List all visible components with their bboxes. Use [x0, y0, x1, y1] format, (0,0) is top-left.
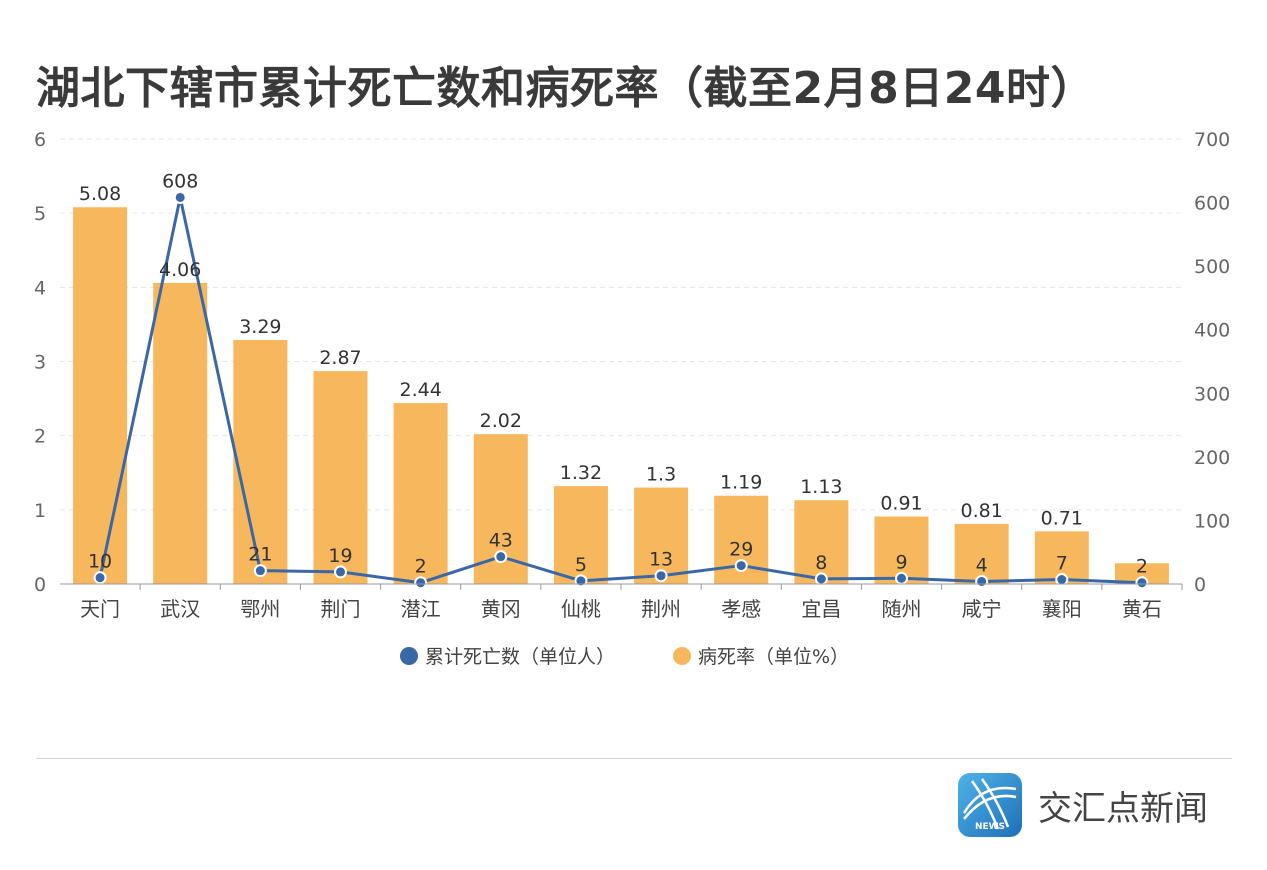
- x-axis-label: 黄石: [1122, 597, 1162, 621]
- x-axis: 天门 武汉 鄂州 荆门 潜江 黄冈 仙桃 荆州 孝感 宜昌 随州 咸宁 襄阳 黄石: [60, 583, 1183, 621]
- bar-value-label: 1.3: [646, 464, 676, 486]
- right-axis-tick: 500: [1194, 256, 1230, 278]
- right-axis-tick: 700: [1194, 129, 1230, 151]
- x-axis-label: 襄阳: [1042, 597, 1082, 621]
- line-path: [98, 195, 1142, 585]
- line-value-label: 608: [162, 170, 198, 192]
- chart-title: 湖北下辖市累计死亡数和病死率（截至2月8日24时）: [36, 63, 1095, 114]
- left-axis-tick: 5: [34, 203, 46, 225]
- bar-value-label: 0.71: [1041, 507, 1083, 529]
- x-axis-label: 随州: [882, 597, 922, 621]
- right-axis-tick: 300: [1194, 383, 1230, 405]
- bar-value-label: 1.32: [560, 462, 602, 484]
- bar-仙桃: [553, 486, 608, 584]
- line-point-随州: [895, 571, 908, 585]
- x-axis-label: 宜昌: [801, 597, 841, 621]
- left-axis-tick: 1: [34, 500, 46, 522]
- bar-value-label: 0.91: [880, 493, 922, 515]
- left-axis-tick: 3: [34, 352, 46, 374]
- line-point-黄冈: [494, 550, 508, 564]
- line-point-黄石: [1135, 576, 1149, 590]
- line-value-label: 2: [415, 556, 427, 578]
- x-axis-label: 潜江: [401, 597, 441, 621]
- line-value-label: 19: [328, 545, 352, 567]
- x-axis-label: 武汉: [160, 597, 200, 621]
- brand-name: 交汇点新闻: [1038, 788, 1208, 829]
- line-point-武汉: [173, 190, 187, 204]
- line-point-天门: [93, 571, 107, 585]
- bar-黄石: [1114, 563, 1169, 584]
- line-value-label: 29: [729, 539, 753, 561]
- right-axis-tick: 100: [1194, 510, 1230, 532]
- left-axis-tick: 0: [34, 574, 46, 596]
- line-value-label: 10: [88, 551, 112, 573]
- x-axis-label: 咸宁: [962, 597, 1002, 621]
- bar-value-label: 3.29: [239, 316, 281, 338]
- legend: 累计死亡数（单位人） 病死率（单位%）: [400, 646, 849, 668]
- data-labels: 5.08 4.06 3.29 2.87 2.44 2.02 1.32 1.3 1.19 1.13 0…: [79, 170, 1148, 577]
- right-axis-tick: 600: [1194, 193, 1230, 215]
- line-point-荆门: [334, 565, 347, 579]
- line-value-label: 43: [489, 530, 513, 552]
- left-axis: 0 1 2 3 4 5 6: [34, 129, 46, 596]
- x-axis-label: 荆门: [321, 597, 361, 621]
- line-point-襄阳: [1055, 573, 1069, 587]
- legend-marker-rate: [673, 647, 691, 665]
- right-axis: 0 100 200 300 400 500 600 700: [1194, 129, 1230, 596]
- bar-value-label: 2.87: [319, 347, 361, 369]
- bar-潜江: [393, 403, 448, 584]
- brand-logo-text: NEWS: [975, 822, 1005, 832]
- left-axis-tick: 2: [34, 426, 46, 448]
- bar-value-label: 2.02: [480, 410, 522, 432]
- line-value-label: 13: [649, 549, 673, 571]
- bar-武汉: [153, 282, 208, 584]
- line-value-label: 9: [895, 551, 907, 573]
- bar-天门: [73, 207, 128, 584]
- line-value-label: 7: [1056, 553, 1068, 575]
- x-axis-label: 天门: [80, 597, 120, 621]
- brand: NEWS 交汇点新闻: [958, 772, 1208, 838]
- bar-宜昌: [794, 500, 849, 584]
- bar-鄂州: [233, 339, 288, 584]
- right-axis-tick: 200: [1194, 447, 1230, 469]
- line-value-label: 4: [976, 554, 988, 576]
- left-axis-tick: 4: [34, 277, 46, 299]
- line-point-咸宁: [975, 574, 989, 588]
- bar-value-label: 0.81: [960, 500, 1002, 522]
- legend-marker-deaths: [400, 647, 418, 665]
- x-axis-label: 荆州: [641, 597, 681, 621]
- line-value-label: 5: [575, 554, 587, 576]
- line-point-仙桃: [574, 574, 588, 588]
- line-point-潜江: [414, 576, 428, 590]
- line-value-label: 2: [1136, 556, 1148, 578]
- bar-value-label: 1.13: [800, 476, 842, 498]
- bar-value-label: 2.44: [399, 379, 441, 401]
- x-axis-label: 黄冈: [481, 597, 521, 621]
- line-point-宜昌: [814, 572, 828, 586]
- bar-value-label: 4.06: [159, 259, 201, 281]
- right-axis-tick: 400: [1194, 320, 1230, 342]
- x-axis-label: 孝感: [721, 597, 761, 621]
- left-axis-tick: 6: [34, 129, 46, 151]
- line-value-label: 8: [815, 552, 827, 574]
- line-point-孝感: [734, 559, 748, 573]
- footer-divider: [36, 758, 1232, 759]
- brand-logo-icon: NEWS: [958, 773, 1022, 837]
- line-point-鄂州: [253, 564, 267, 578]
- x-axis-label: 鄂州: [240, 597, 280, 621]
- gridlines: [60, 138, 1182, 511]
- legend-label-rate: 病死率（单位%）: [698, 646, 849, 668]
- line-value-label: 21: [248, 544, 272, 566]
- line-point-荆州: [654, 569, 668, 583]
- x-axis-label: 仙桃: [561, 597, 601, 621]
- chart-canvas: 5.08 4.06 3.29 2.87 2.44 2.02 1.32 1.3 1.19 1.13 0…: [34, 129, 1230, 668]
- bar-series: [73, 207, 1169, 584]
- bar-荆州: [634, 487, 689, 584]
- right-axis-tick: 0: [1194, 574, 1206, 596]
- bar-荆门: [313, 371, 368, 584]
- bar-value-label: 5.08: [79, 183, 121, 205]
- legend-label-deaths: 累计死亡数（单位人）: [425, 646, 615, 668]
- bar-value-label: 1.19: [720, 472, 762, 494]
- bar-咸宁: [954, 523, 1009, 584]
